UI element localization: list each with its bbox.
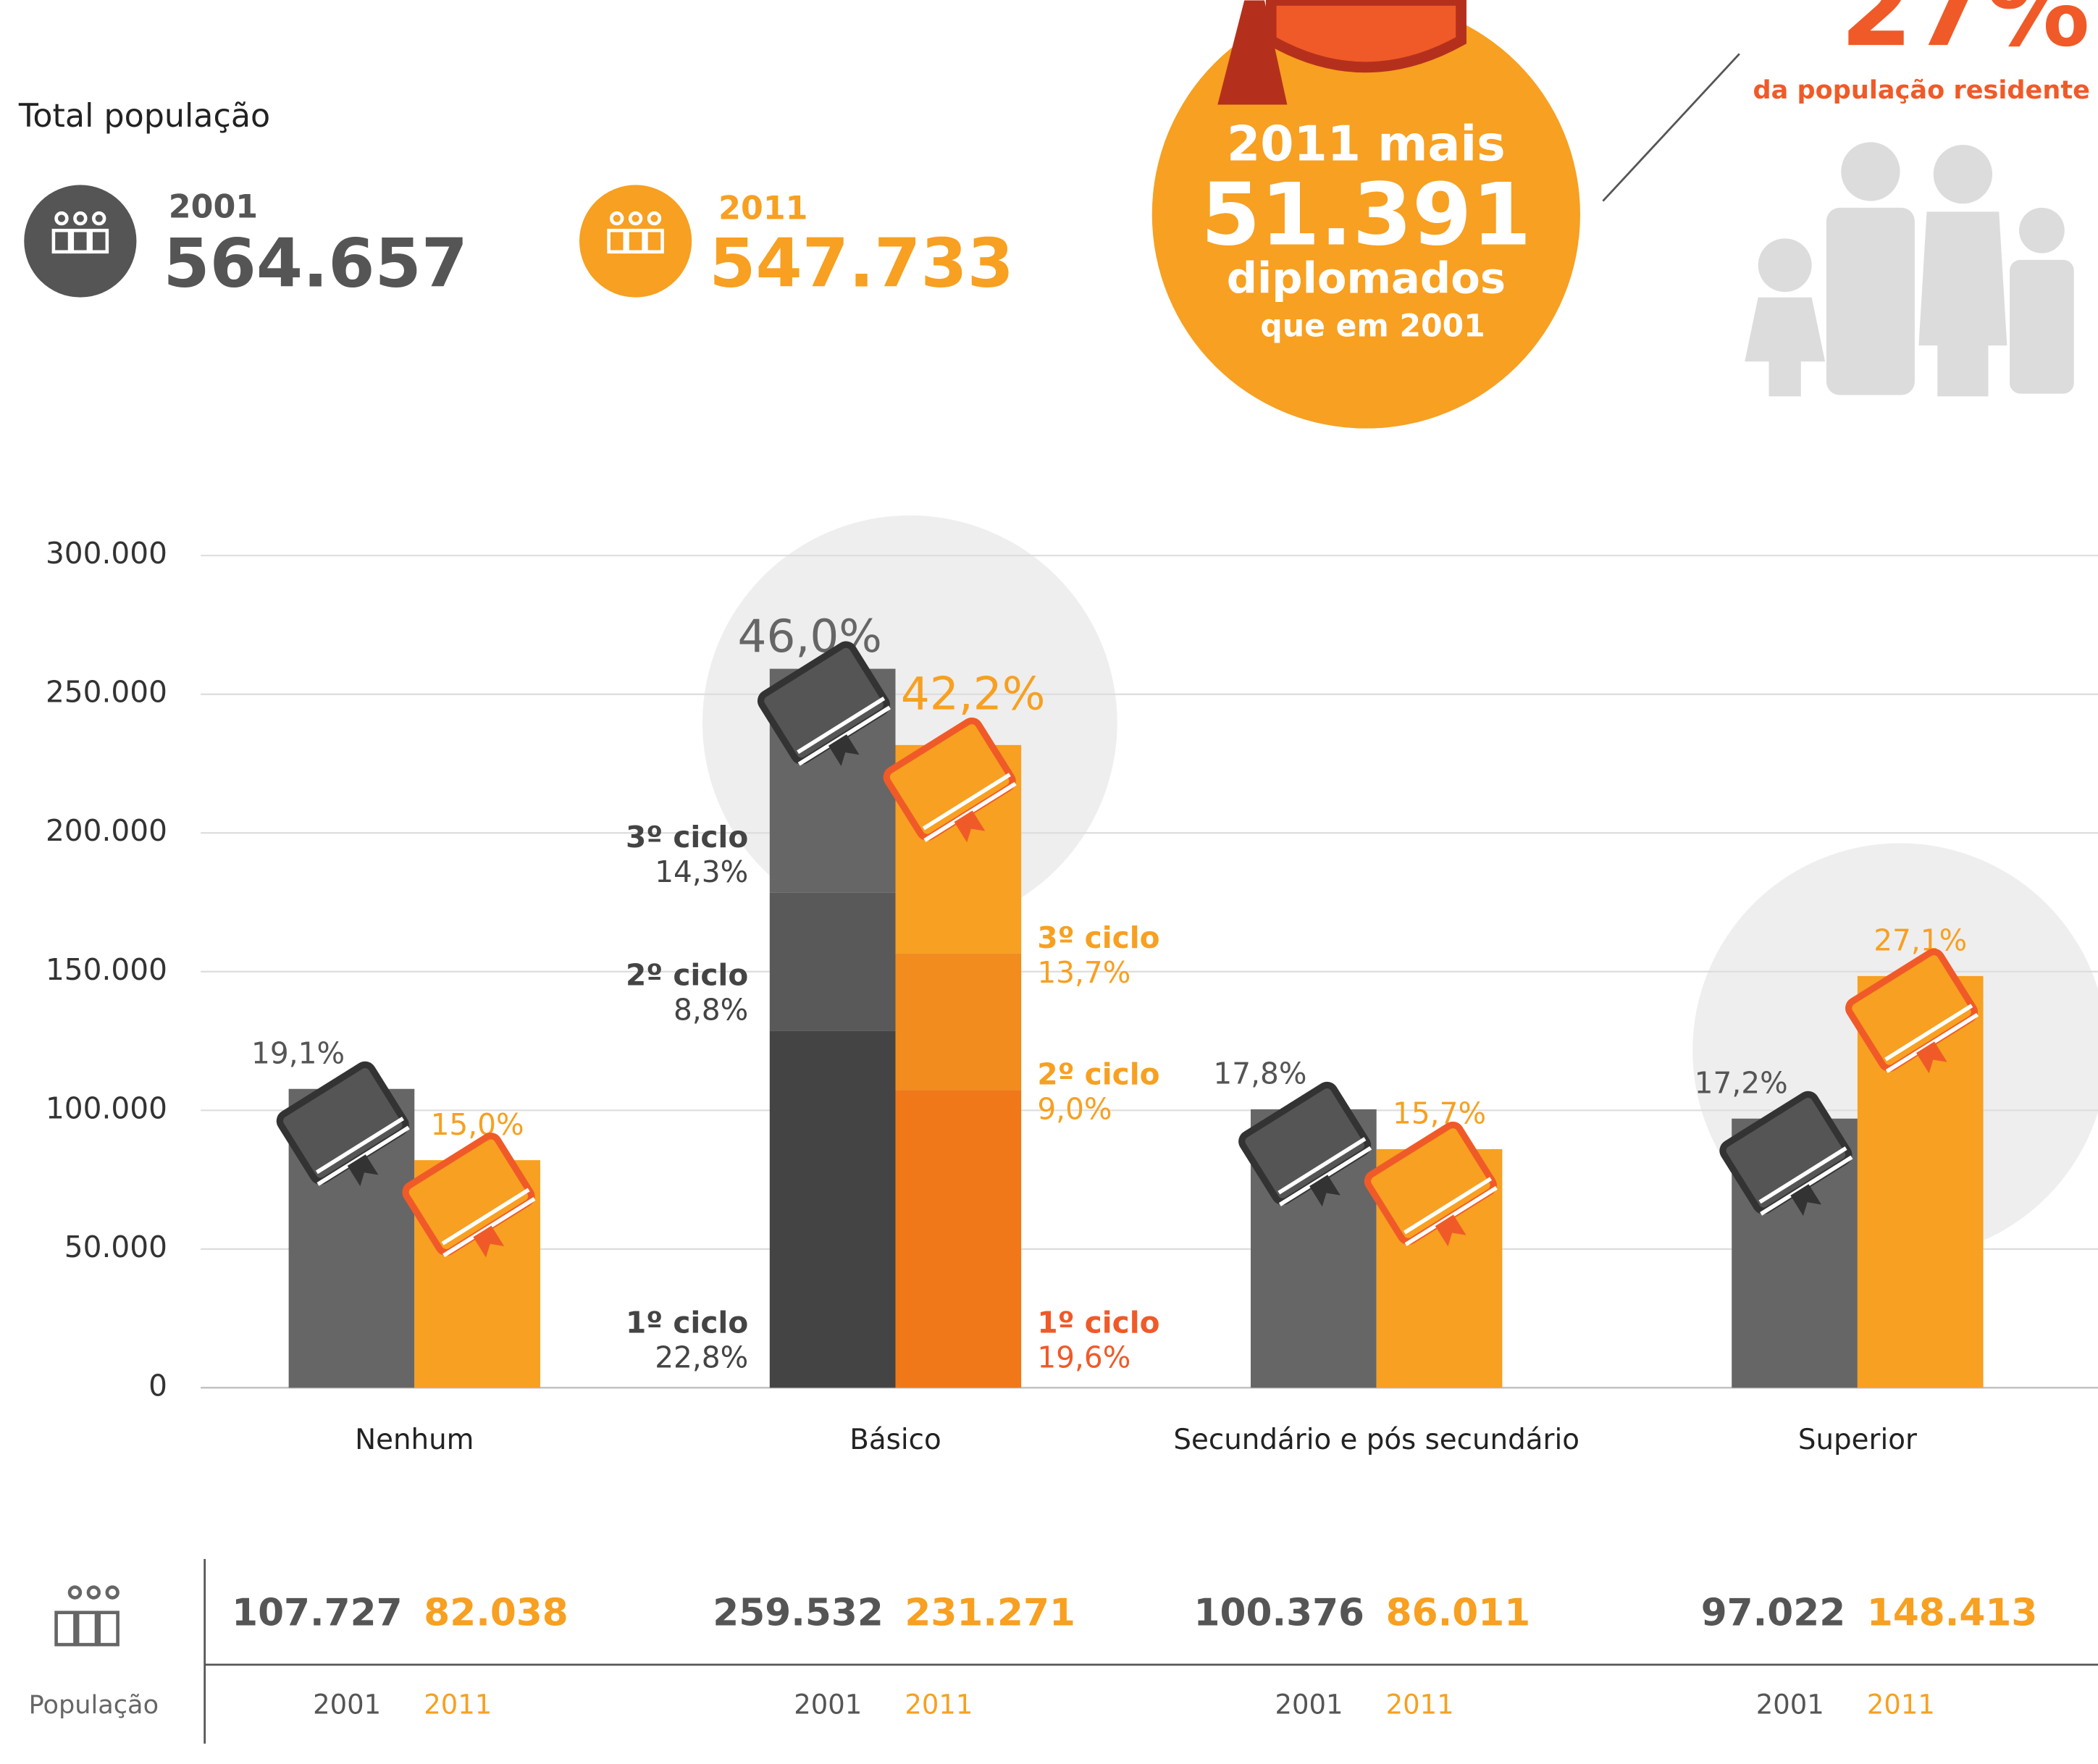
share-label: 42,2% bbox=[901, 667, 1046, 720]
book-ribbon bbox=[347, 1154, 379, 1187]
table-value: 86.011 bbox=[1386, 1591, 1531, 1634]
book-ribbon bbox=[473, 1225, 505, 1258]
total-value: 547.733 bbox=[709, 224, 1014, 302]
badge-line: 2011 mais bbox=[1227, 116, 1506, 172]
book-ribbon bbox=[1916, 1041, 1947, 1074]
x-tick-label: Nenhum bbox=[355, 1424, 474, 1456]
badge-number: 51.391 bbox=[1201, 165, 1531, 265]
share-label: 17,8% bbox=[1213, 1057, 1306, 1091]
segment-name: 1º ciclo bbox=[626, 1306, 748, 1340]
segment-name: 2º ciclo bbox=[1037, 1057, 1159, 1092]
family-figures bbox=[1745, 142, 2074, 397]
people-icon-glyph bbox=[51, 211, 109, 254]
table-value: 148.413 bbox=[1867, 1591, 2038, 1634]
total-year: 2011 bbox=[718, 190, 807, 227]
table-value: 259.532 bbox=[713, 1591, 884, 1634]
share-caption: da população residente bbox=[1753, 75, 2090, 105]
book-icon bbox=[1845, 948, 1979, 1074]
total-year: 2001 bbox=[169, 189, 258, 226]
total-value: 564.657 bbox=[163, 224, 468, 302]
y-tick-label: 300.000 bbox=[46, 536, 167, 571]
segment-label: 19,6% bbox=[1037, 1340, 1130, 1375]
book-pages bbox=[1758, 1146, 1853, 1216]
share-label: 15,7% bbox=[1393, 1096, 1486, 1131]
bar-segment bbox=[769, 892, 896, 1031]
share-label: 17,2% bbox=[1695, 1066, 1788, 1101]
people-icon-glyph bbox=[54, 1585, 119, 1647]
table-value: 107.727 bbox=[232, 1591, 403, 1634]
book-pages bbox=[1884, 1004, 1979, 1073]
bar-segment bbox=[895, 953, 1022, 1091]
segment-name: 2º ciclo bbox=[626, 957, 748, 992]
share-label: 15,0% bbox=[431, 1107, 524, 1142]
bar-segment bbox=[769, 1030, 896, 1388]
segment-label: 8,8% bbox=[674, 992, 748, 1027]
table-year: 2011 bbox=[1867, 1689, 1935, 1721]
y-tick-label: 100.000 bbox=[46, 1091, 167, 1125]
table-year: 2001 bbox=[794, 1689, 862, 1721]
table-value: 231.271 bbox=[905, 1591, 1075, 1634]
book-icon bbox=[1719, 1091, 1853, 1217]
book-icon bbox=[402, 1133, 536, 1258]
table-label: População bbox=[29, 1690, 159, 1720]
book-ribbon bbox=[828, 734, 860, 766]
book-icon bbox=[757, 641, 891, 766]
y-tick-label: 150.000 bbox=[46, 952, 167, 987]
segment-label: 14,3% bbox=[655, 854, 748, 889]
table-year: 2001 bbox=[313, 1689, 381, 1721]
book-icon bbox=[276, 1061, 410, 1187]
badge-circle bbox=[1151, 0, 1580, 429]
share-value: 27% bbox=[1840, 0, 2090, 70]
book-ribbon bbox=[1309, 1175, 1340, 1207]
connector bbox=[1602, 53, 1740, 202]
table-year: 2011 bbox=[1386, 1689, 1454, 1721]
share-label: 19,1% bbox=[251, 1036, 345, 1071]
segment-label: 13,7% bbox=[1037, 955, 1130, 990]
segment-name: 3º ciclo bbox=[626, 820, 748, 854]
segment-name: 3º ciclo bbox=[1037, 920, 1159, 955]
book-icon bbox=[883, 717, 1017, 843]
y-tick-label: 200.000 bbox=[46, 813, 167, 848]
book-icon bbox=[1238, 1081, 1372, 1207]
table-value: 82.038 bbox=[424, 1591, 568, 1634]
table-year: 2001 bbox=[1275, 1689, 1343, 1721]
segment-label: 9,0% bbox=[1037, 1092, 1112, 1127]
x-tick-label: Básico bbox=[849, 1424, 941, 1456]
book-ribbon bbox=[954, 810, 986, 843]
people-icon bbox=[579, 185, 692, 298]
cap bbox=[1265, 0, 1466, 73]
segment-name: 1º ciclo bbox=[1037, 1306, 1159, 1340]
table-year: 2001 bbox=[1756, 1689, 1824, 1721]
table-year: 2011 bbox=[905, 1689, 973, 1721]
bar-segment bbox=[895, 1090, 1022, 1388]
header-title: Total população bbox=[18, 98, 270, 135]
table-year: 2011 bbox=[424, 1689, 492, 1721]
book-ribbon bbox=[1790, 1184, 1822, 1217]
book-ribbon bbox=[1435, 1214, 1466, 1247]
x-tick-label: Superior bbox=[1798, 1424, 1917, 1456]
badge-line: diplomados bbox=[1227, 253, 1506, 303]
x-tick-label: Secundário e pós secundário bbox=[1173, 1424, 1579, 1456]
table-value: 97.022 bbox=[1701, 1591, 1846, 1634]
y-tick-label: 250.000 bbox=[46, 675, 167, 710]
table-value: 100.376 bbox=[1193, 1591, 1364, 1634]
y-tick-label: 50.000 bbox=[64, 1230, 167, 1264]
share-label: 27,1% bbox=[1873, 923, 1967, 958]
people-icon bbox=[24, 185, 137, 298]
y-tick-label: 0 bbox=[148, 1368, 167, 1403]
badge-line: que em 2001 bbox=[1260, 309, 1485, 345]
people-icon-glyph bbox=[607, 211, 664, 254]
segment-label: 22,8% bbox=[655, 1340, 748, 1375]
book-icon bbox=[1364, 1121, 1498, 1247]
